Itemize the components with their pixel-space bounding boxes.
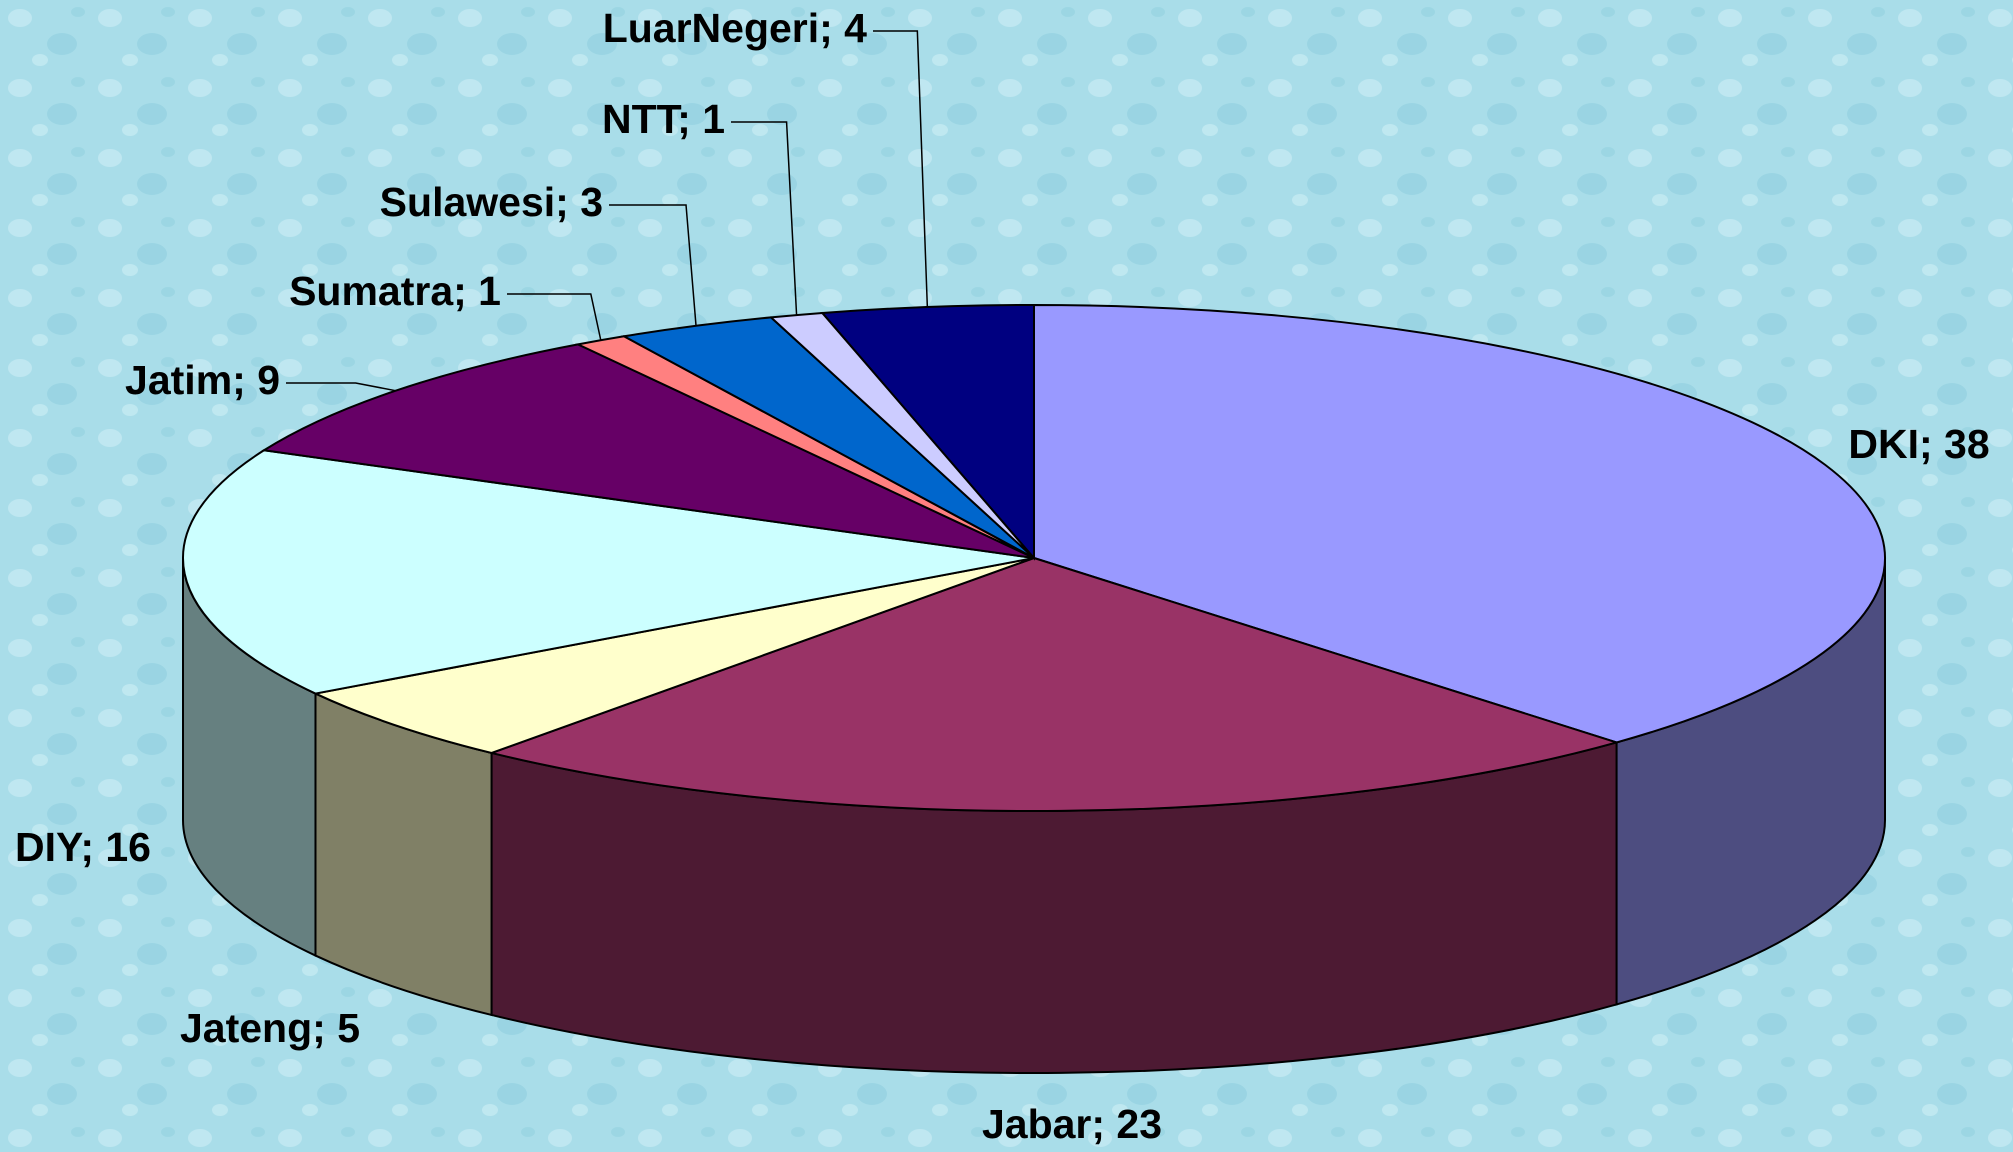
leader-line [507, 293, 602, 341]
slice [312, 557, 1035, 754]
data-label: Sulawesi; 3 [380, 179, 603, 225]
leader-line [731, 121, 798, 316]
slice [488, 556, 1621, 812]
leader-line [286, 382, 396, 392]
data-label: Jateng; 5 [180, 1005, 360, 1051]
leader-line [873, 30, 929, 308]
data-label: Jabar; 23 [982, 1101, 1162, 1147]
slice [1033, 303, 1886, 744]
data-label: DIY; 16 [15, 824, 151, 870]
slice [182, 449, 1035, 695]
data-label: DKI; 38 [1848, 421, 1989, 467]
data-label: NTT; 1 [602, 96, 725, 142]
data-label: LuarNegeri; 4 [603, 5, 867, 51]
data-label: Jatim; 9 [125, 357, 280, 403]
leader-line [609, 204, 697, 326]
data-label: Sumatra; 1 [289, 268, 501, 314]
slice [820, 303, 1035, 561]
